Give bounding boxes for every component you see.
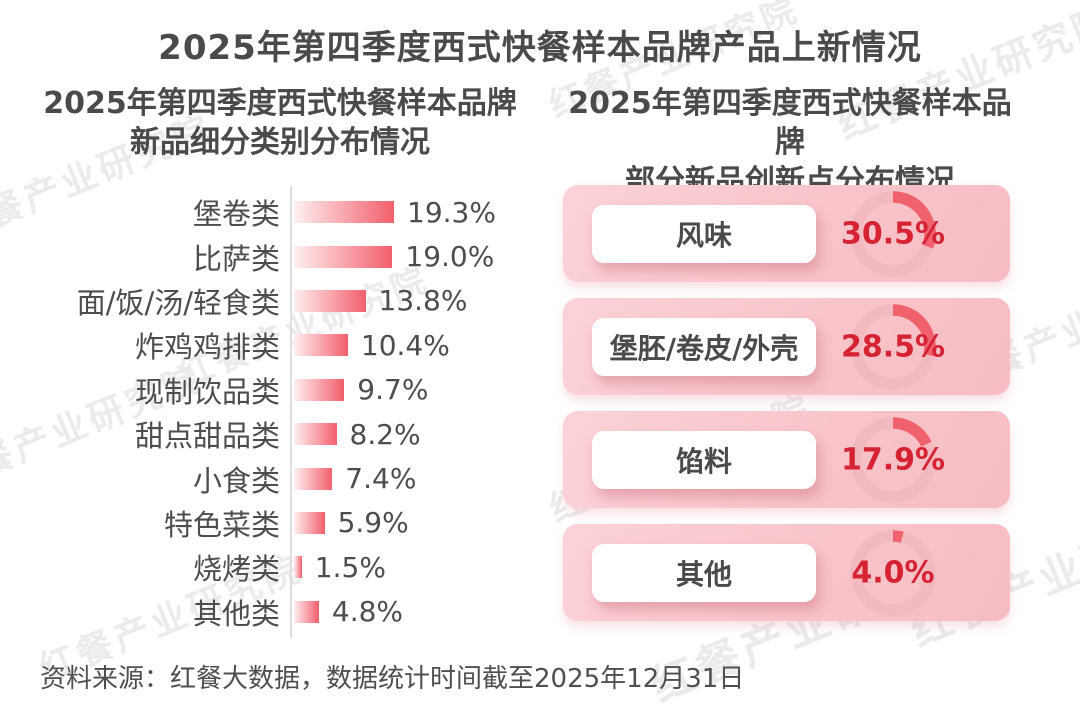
donut-card-label: 其他 — [675, 557, 732, 591]
donut-arc — [850, 190, 936, 277]
bar-value-label: 1.5% — [314, 550, 386, 584]
bar-value-label: 8.2% — [349, 417, 421, 451]
bar — [294, 289, 366, 312]
donut-card: 堡胚/卷皮/外壳 28.5% — [563, 298, 1010, 395]
bar-category-label: 比萨类 — [192, 241, 280, 276]
bar-category-label: 堡卷类 — [192, 197, 280, 232]
donut-cards: 风味 30.5% 堡胚/卷皮/外壳 28.5% 馅料 17.9% 其他 4.0% — [563, 185, 1010, 637]
donut-card-label: 风味 — [675, 218, 732, 252]
donut-value-label: 4.0% — [851, 555, 935, 590]
bar-category-label: 现制饮品类 — [134, 374, 280, 409]
donut-ring-chart — [850, 416, 936, 503]
donut-arc — [850, 416, 936, 503]
bar-track: 10.4% — [292, 329, 545, 362]
bar-value-label: 19.3% — [407, 195, 496, 229]
bar-value-label: 9.7% — [357, 373, 429, 407]
bar-category-label: 甜点甜品类 — [134, 419, 280, 454]
donut-value-label: 30.5% — [840, 216, 946, 251]
bar-value-label: 5.9% — [337, 506, 409, 540]
bar — [294, 511, 325, 534]
bar-row: 其他类 4.8% — [40, 590, 545, 634]
bar-category-label: 小食类 — [192, 463, 280, 498]
donut-card-label: 堡胚/卷皮/外壳 — [609, 331, 799, 365]
bar-row: 炸鸡鸡排类 10.4% — [40, 323, 545, 367]
donut-card: 馅料 17.9% — [563, 411, 1010, 508]
bar — [294, 600, 319, 623]
donut-ring-chart — [850, 529, 936, 616]
donut-card-label-pill: 馅料 — [592, 430, 816, 489]
page-title: 2025年第四季度西式快餐样本品牌产品上新情况 — [158, 28, 922, 68]
donut-value-label: 17.9% — [840, 442, 946, 477]
donut-ring-chart — [850, 303, 936, 390]
bar-track: 13.8% — [292, 284, 545, 317]
donut-card-label-pill: 堡胚/卷皮/外壳 — [592, 317, 816, 376]
bar — [294, 467, 333, 490]
bar-value-label: 10.4% — [360, 328, 450, 362]
bar-value-label: 4.8% — [331, 595, 404, 629]
bar — [294, 423, 337, 446]
bar-row: 现制饮品类 9.7% — [40, 368, 545, 412]
bar-track: 19.3% — [292, 196, 545, 229]
donut-ring-chart — [850, 190, 936, 277]
bar-track: 7.4% — [292, 462, 545, 495]
bar-category-label: 特色菜类 — [163, 507, 280, 542]
donut-card: 风味 30.5% — [563, 185, 1010, 282]
bar-track: 1.5% — [292, 551, 545, 584]
donut-card-label-pill: 其他 — [592, 543, 816, 602]
bar-chart: 堡卷类 19.3% 比萨类 19.0% 面/饭/汤/轻食类 13.8% 炸鸡鸡排类 10.4%… — [40, 186, 545, 638]
bar-category-label: 面/饭/汤/轻食类 — [76, 285, 280, 320]
bar-chart-title-line1: 2025年第四季度西式快餐样本品牌 — [43, 86, 517, 121]
bar-row: 特色菜类 5.9% — [40, 501, 545, 545]
bar-chart-title: 2025年第四季度西式快餐样本品牌 新品细分类别分布情况 — [20, 84, 540, 162]
donut-card-label: 馅料 — [675, 444, 732, 478]
donut-chart-title-line1: 2025年第四季度西式快餐样本品牌 — [568, 86, 1012, 160]
bar-category-label: 烧烤类 — [192, 552, 280, 587]
bar-row: 面/饭/汤/轻食类 13.8% — [40, 279, 545, 323]
donut-chart-title: 2025年第四季度西式快餐样本品牌 部分新品创新点分布情况 — [555, 84, 1025, 201]
bar-value-label: 13.8% — [378, 284, 468, 318]
donut-arc — [850, 303, 936, 390]
bar — [294, 378, 345, 401]
bar — [294, 334, 348, 357]
bar-row: 堡卷类 19.3% — [40, 190, 545, 234]
donut-value-label: 28.5% — [840, 329, 946, 364]
bar-track: 9.7% — [292, 373, 545, 406]
bar-category-label: 其他类 — [192, 596, 280, 631]
bar-row: 烧烤类 1.5% — [40, 545, 545, 589]
bar-chart-rows: 堡卷类 19.3% 比萨类 19.0% 面/饭/汤/轻食类 13.8% 炸鸡鸡排类 10.4%… — [40, 190, 545, 634]
bar-value-label: 7.4% — [345, 462, 417, 496]
bar-row: 比萨类 19.0% — [40, 234, 545, 278]
bar — [294, 201, 394, 224]
y-axis-line — [290, 186, 292, 638]
bar-track: 4.8% — [292, 595, 545, 628]
bar-chart-title-line2: 新品细分类别分布情况 — [130, 125, 430, 160]
bar-track: 5.9% — [292, 506, 545, 539]
bar-track: 19.0% — [292, 240, 545, 273]
donut-arc — [850, 529, 936, 616]
donut-card-label-pill: 风味 — [592, 204, 816, 263]
bar-track: 8.2% — [292, 418, 545, 451]
bar-row: 甜点甜品类 8.2% — [40, 412, 545, 456]
bar — [294, 245, 393, 268]
bar-row: 小食类 7.4% — [40, 456, 545, 500]
source-note: 资料来源：红餐大数据，数据统计时间截至2025年12月31日 — [40, 664, 745, 694]
donut-card: 其他 4.0% — [563, 524, 1010, 621]
bar-value-label: 19.0% — [405, 240, 495, 274]
bar-category-label: 炸鸡鸡排类 — [134, 330, 280, 365]
bar — [294, 556, 302, 579]
